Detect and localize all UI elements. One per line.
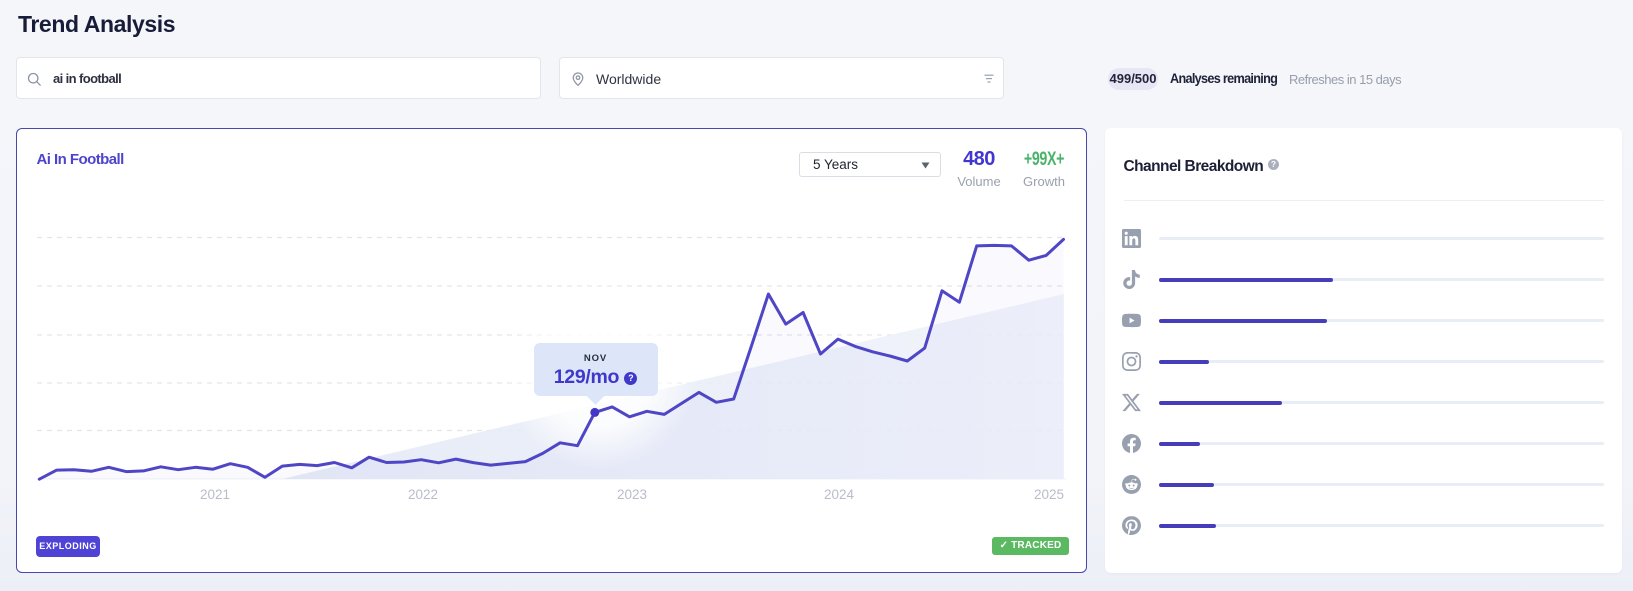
svg-text:2025: 2025 xyxy=(1034,487,1064,502)
svg-text:2021: 2021 xyxy=(200,487,230,502)
svg-text:2022: 2022 xyxy=(408,487,438,502)
svg-text:2024: 2024 xyxy=(824,487,855,502)
svg-text:2023: 2023 xyxy=(617,487,647,502)
